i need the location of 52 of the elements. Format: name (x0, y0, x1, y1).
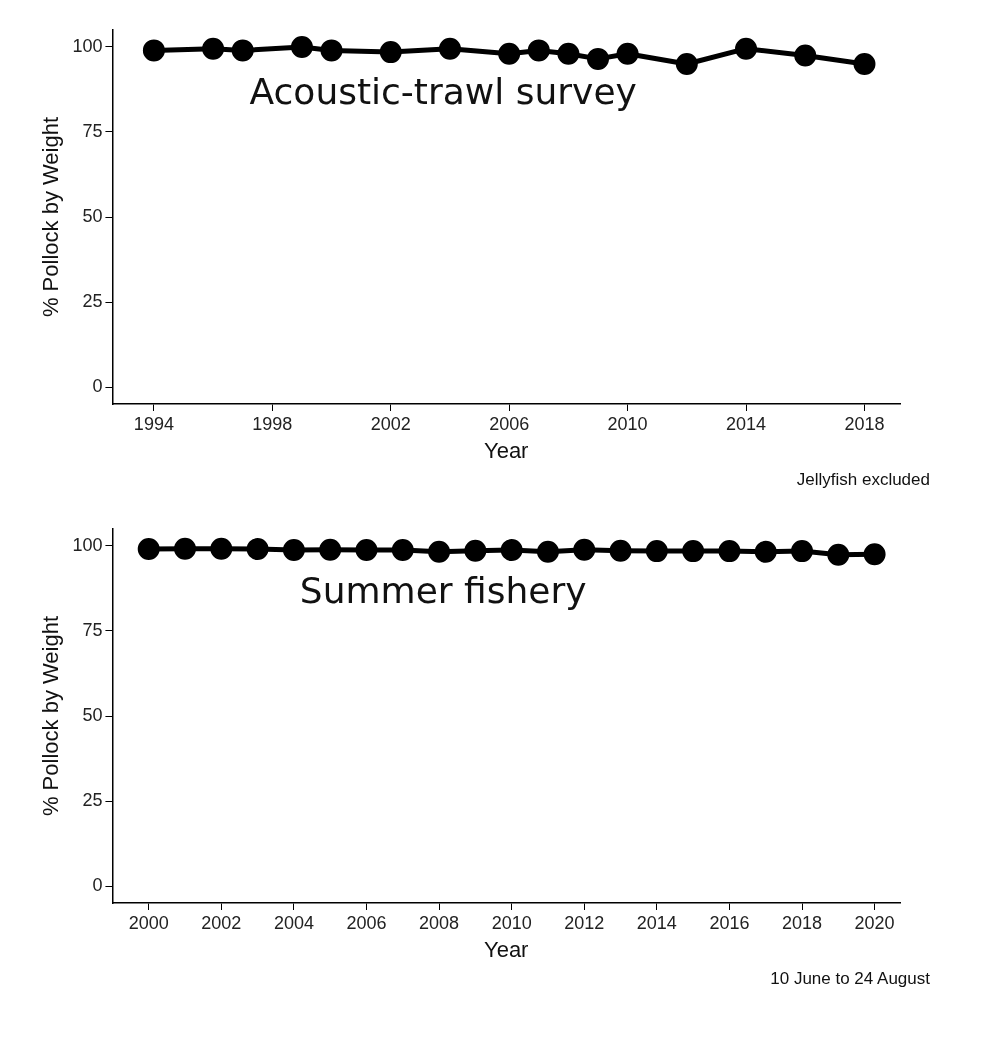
y-tick-label: 25 (82, 290, 103, 311)
x-tick-label: 1998 (252, 413, 293, 434)
x-tick-label: 2020 (854, 912, 895, 933)
x-axis-title: Year (483, 936, 529, 962)
point (853, 53, 876, 75)
point (379, 41, 402, 64)
y-axis-title: % Pollock by Weight (38, 116, 64, 318)
x-tick-label: 2002 (370, 413, 411, 434)
point (587, 47, 609, 70)
x-tick-label: 2000 (128, 912, 169, 933)
annotation: Summer fishery (299, 570, 587, 612)
x-tick-label: 2010 (607, 413, 648, 434)
point (735, 37, 758, 60)
point (498, 42, 521, 65)
point (438, 37, 461, 60)
point (794, 44, 817, 67)
x-tick-label: 2018 (781, 912, 823, 933)
y-tick-label: 0 (92, 874, 103, 895)
x-tick-label: 2014 (636, 912, 677, 933)
point (557, 42, 580, 65)
point (202, 37, 225, 60)
point (675, 53, 698, 75)
y-tick-label: 75 (82, 619, 103, 640)
point (320, 39, 343, 62)
x-tick-label: 2008 (419, 912, 460, 933)
x-axis-title: Year (483, 437, 529, 463)
point (527, 39, 550, 62)
y-tick-label: 50 (82, 205, 103, 226)
x-tick-label: 2004 (273, 912, 314, 933)
y-tick-label: 100 (72, 35, 103, 56)
y-tick-label: 25 (82, 789, 103, 810)
point (231, 39, 254, 62)
x-tick-label: 2006 (489, 413, 530, 434)
x-tick-label: 2002 (201, 912, 242, 933)
y-tick-label: 100 (72, 534, 103, 555)
y-axis-title: % Pollock by Weight (38, 615, 64, 817)
x-tick-label: 2018 (844, 413, 885, 434)
point (616, 42, 639, 65)
text: 10 June to 24 August (769, 968, 931, 990)
point (142, 39, 165, 62)
x-tick-label: 2006 (346, 912, 387, 933)
x-tick-label: 2016 (709, 912, 750, 933)
x-tick-label: 2014 (726, 413, 767, 434)
annotation: Acoustic-trawl survey (249, 71, 637, 113)
point (290, 36, 313, 58)
text: Jellyfish excluded (795, 469, 931, 491)
x-tick-label: 2012 (564, 912, 605, 933)
y-tick-label: 0 (92, 375, 103, 396)
x-tick-label: 2010 (491, 912, 532, 933)
x-tick-label: 1994 (133, 413, 174, 434)
y-tick-label: 75 (82, 120, 103, 141)
y-tick-label: 50 (82, 704, 103, 725)
